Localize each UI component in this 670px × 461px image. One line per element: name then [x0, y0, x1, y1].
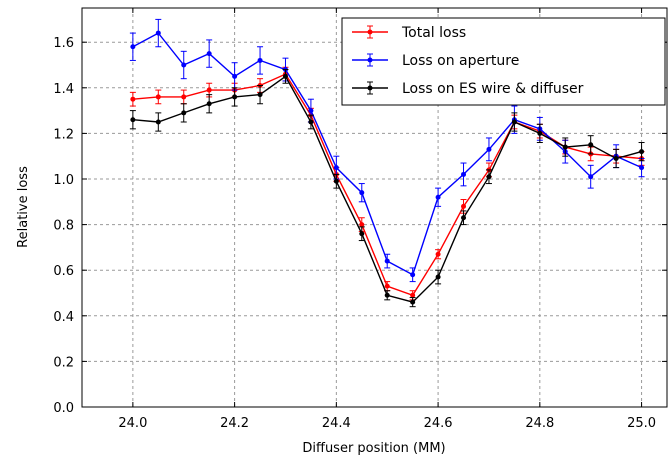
- x-axis-label: Diffuser position (MM): [302, 441, 445, 456]
- data-point: [181, 62, 187, 68]
- legend-marker: [367, 29, 373, 35]
- x-tick-label: 24.8: [525, 416, 554, 431]
- legend-label: Loss on aperture: [402, 53, 519, 69]
- plot-frame: [81, 7, 668, 408]
- y-tick-label: 0.6: [53, 264, 74, 279]
- legend-label: Total loss: [401, 25, 466, 41]
- legend-marker: [367, 57, 373, 63]
- legend-entry: Total loss: [352, 25, 466, 41]
- data-point: [257, 92, 263, 98]
- y-tick-label: 1.6: [53, 36, 74, 51]
- data-point: [155, 30, 161, 36]
- data-point: [359, 231, 365, 237]
- x-tick-label: 24.4: [322, 416, 351, 431]
- data-point: [308, 108, 314, 114]
- data-point: [613, 155, 619, 161]
- y-tick-label: 0.8: [53, 219, 74, 234]
- y-tick-label: 1.4: [53, 82, 74, 97]
- legend-box: [341, 17, 666, 106]
- y-tick-label: 0.4: [53, 310, 74, 325]
- data-point: [639, 165, 645, 171]
- x-tick-label: 24.6: [424, 416, 453, 431]
- series-3: [129, 69, 645, 308]
- data-point: [410, 292, 416, 298]
- data-point: [359, 190, 365, 196]
- legend-entry: Loss on aperture: [352, 53, 519, 69]
- data-point: [410, 272, 416, 278]
- data-point: [232, 94, 238, 100]
- data-point: [435, 194, 441, 200]
- data-point: [461, 203, 467, 209]
- data-point: [257, 57, 263, 63]
- data-point: [130, 96, 136, 102]
- data-point: [130, 117, 136, 123]
- data-point: [384, 258, 390, 264]
- ticks: 24.0 24.2 24.4 24.6 24.8 25.0 0.0 0.2 0.4 0.6 0.8 1…: [53, 8, 667, 431]
- data-point: [639, 149, 645, 155]
- grid: [82, 8, 667, 408]
- data-point: [155, 94, 161, 100]
- x-tick-label: 24.2: [220, 416, 249, 431]
- data-point: [308, 119, 314, 125]
- data-point: [359, 222, 365, 228]
- data-point: [435, 251, 441, 257]
- y-tick-label: 1.2: [53, 127, 74, 142]
- data-point: [588, 142, 594, 148]
- x-tick-label: 24.0: [118, 416, 147, 431]
- legend-marker: [367, 85, 373, 91]
- data-point: [206, 51, 212, 57]
- data-point: [282, 73, 288, 79]
- data-point: [181, 110, 187, 116]
- legend-label: Loss on ES wire & diffuser: [402, 81, 584, 97]
- data-point: [486, 146, 492, 152]
- y-axis-label: Relative loss: [16, 166, 31, 248]
- data-point: [232, 73, 238, 79]
- data-point: [206, 101, 212, 107]
- data-point: [562, 144, 568, 150]
- data-point: [333, 178, 339, 184]
- x-tick-label: 25.0: [627, 416, 656, 431]
- data-point: [511, 119, 517, 125]
- y-tick-label: 1.0: [53, 173, 74, 188]
- data-point: [435, 274, 441, 280]
- legend-entry: Loss on ES wire & diffuser: [352, 81, 584, 97]
- data-point: [537, 130, 543, 136]
- data-point: [181, 94, 187, 100]
- series-layer: [129, 18, 645, 308]
- legend: Total loss Loss on aperture Loss on ES wir…: [341, 17, 666, 106]
- data-point: [384, 292, 390, 298]
- data-point: [588, 174, 594, 180]
- data-point: [155, 119, 161, 125]
- data-point: [130, 44, 136, 50]
- data-point: [486, 174, 492, 180]
- data-point: [461, 171, 467, 177]
- y-tick-label: 0.0: [53, 401, 74, 416]
- data-point: [206, 87, 212, 93]
- data-point: [461, 215, 467, 221]
- data-point: [333, 165, 339, 171]
- data-point: [384, 283, 390, 289]
- data-point: [410, 299, 416, 305]
- y-tick-label: 0.2: [53, 355, 74, 370]
